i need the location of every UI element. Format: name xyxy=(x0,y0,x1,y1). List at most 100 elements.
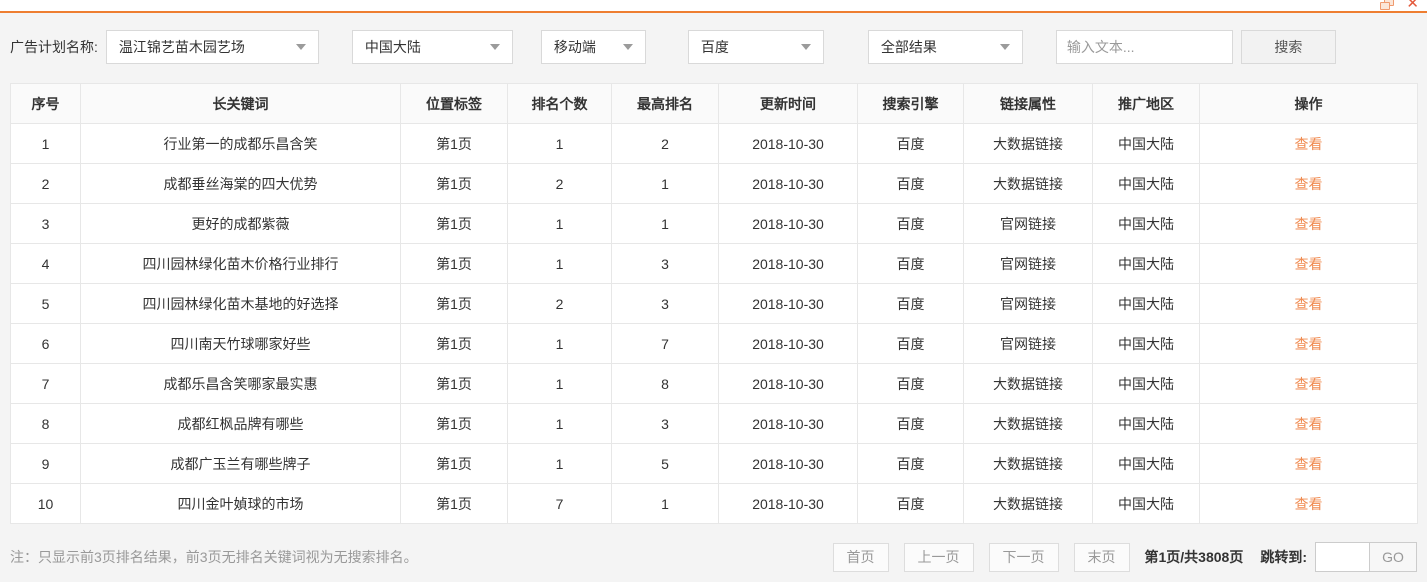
ranking-table-container: 序号 长关键词 位置标签 排名个数 最高排名 更新时间 搜索引擎 链接属性 推广地区 操作 1 行业… xyxy=(10,83,1418,524)
table-row: 2 成都垂丝海棠的四大优势 第1页 2 1 2018-10-30 百度 大数据链接 中国大陆 查看 xyxy=(10,163,1418,204)
cell-no: 4 xyxy=(10,243,81,284)
cell-no: 2 xyxy=(10,163,81,204)
cell-updated: 2018-10-30 xyxy=(718,283,858,324)
cell-position: 第1页 xyxy=(400,163,508,204)
column-header-0: 序号 xyxy=(10,83,81,124)
cell-keyword: 更好的成都紫薇 xyxy=(80,203,401,244)
view-link[interactable]: 查看 xyxy=(1294,495,1323,512)
column-header-8: 推广地区 xyxy=(1092,83,1200,124)
window-titlebar: ✕ xyxy=(0,0,1427,11)
accent-divider xyxy=(0,11,1427,13)
chevron-down-icon xyxy=(622,44,633,50)
device-select[interactable]: 移动端 xyxy=(540,30,646,64)
cell-position: 第1页 xyxy=(400,403,508,444)
cell-region: 中国大陆 xyxy=(1092,443,1200,484)
cell-rank_count: 1 xyxy=(507,323,612,364)
cell-keyword: 四川金叶媜球的市场 xyxy=(80,483,401,524)
engine-select[interactable]: 百度 xyxy=(687,30,824,64)
cell-no: 7 xyxy=(10,363,81,404)
cell-engine: 百度 xyxy=(857,243,964,284)
cell-no: 8 xyxy=(10,403,81,444)
cell-engine: 百度 xyxy=(857,203,964,244)
go-button[interactable]: GO xyxy=(1369,542,1417,572)
table-header-row: 序号 长关键词 位置标签 排名个数 最高排名 更新时间 搜索引擎 链接属性 推广地区 操作 xyxy=(10,83,1418,124)
table-row: 7 成都乐昌含笑哪家最实惠 第1页 1 8 2018-10-30 百度 大数据链接 中国大陆 查看 xyxy=(10,363,1418,404)
cell-link_type: 官网链接 xyxy=(963,323,1093,364)
cell-no: 5 xyxy=(10,283,81,324)
cell-region: 中国大陆 xyxy=(1092,483,1200,524)
next-page-button[interactable]: 下一页 xyxy=(988,542,1059,572)
cell-position: 第1页 xyxy=(400,123,508,164)
cell-link_type: 大数据链接 xyxy=(963,483,1093,524)
view-link[interactable]: 查看 xyxy=(1294,455,1323,472)
cell-engine: 百度 xyxy=(857,443,964,484)
column-header-2: 位置标签 xyxy=(400,83,508,124)
column-header-5: 更新时间 xyxy=(718,83,858,124)
first-page-button[interactable]: 首页 xyxy=(832,542,889,572)
chevron-down-icon xyxy=(800,44,811,50)
cell-keyword: 成都乐昌含笑哪家最实惠 xyxy=(80,363,401,404)
cell-engine: 百度 xyxy=(857,483,964,524)
cell-keyword: 成都垂丝海棠的四大优势 xyxy=(80,163,401,204)
cell-action: 查看 xyxy=(1199,483,1418,524)
footer-note: 注：只显示前3页排名结果，前3页无排名关键词视为无搜索排名。 xyxy=(10,549,418,565)
cell-keyword: 四川园林绿化苗木基地的好选择 xyxy=(80,283,401,324)
cell-updated: 2018-10-30 xyxy=(718,403,858,444)
cell-updated: 2018-10-30 xyxy=(718,323,858,364)
cell-updated: 2018-10-30 xyxy=(718,243,858,284)
view-link[interactable]: 查看 xyxy=(1294,415,1323,432)
column-header-4: 最高排名 xyxy=(611,83,719,124)
result-type-select[interactable]: 全部结果 xyxy=(867,30,1023,64)
view-link[interactable]: 查看 xyxy=(1294,255,1323,272)
chevron-down-icon xyxy=(295,44,306,50)
cell-region: 中国大陆 xyxy=(1092,243,1200,284)
cell-updated: 2018-10-30 xyxy=(718,443,858,484)
view-link[interactable]: 查看 xyxy=(1294,215,1323,232)
plan-name-select[interactable]: 温江锦艺苗木园艺场 xyxy=(105,30,319,64)
cell-keyword: 四川南天竹球哪家好些 xyxy=(80,323,401,364)
search-button[interactable]: 搜索 xyxy=(1240,30,1336,64)
cell-region: 中国大陆 xyxy=(1092,283,1200,324)
cell-no: 3 xyxy=(10,203,81,244)
column-header-6: 搜索引擎 xyxy=(857,83,964,124)
last-page-button[interactable]: 末页 xyxy=(1073,542,1130,572)
cell-region: 中国大陆 xyxy=(1092,323,1200,364)
table-row: 6 四川南天竹球哪家好些 第1页 1 7 2018-10-30 百度 官网链接 中国大陆 查看 xyxy=(10,323,1418,364)
cell-no: 9 xyxy=(10,443,81,484)
search-input[interactable] xyxy=(1055,30,1233,64)
jump-page-input[interactable] xyxy=(1315,542,1370,572)
cell-region: 中国大陆 xyxy=(1092,363,1200,404)
table-row: 1 行业第一的成都乐昌含笑 第1页 1 2 2018-10-30 百度 大数据链接 中国大陆 查看 xyxy=(10,123,1418,164)
prev-page-button[interactable]: 上一页 xyxy=(903,542,974,572)
cell-link_type: 大数据链接 xyxy=(963,123,1093,164)
table-row: 8 成都红枫品牌有哪些 第1页 1 3 2018-10-30 百度 大数据链接 中国大陆 查看 xyxy=(10,403,1418,444)
view-link[interactable]: 查看 xyxy=(1294,375,1323,392)
plan-name-label: 广告计划名称: xyxy=(10,39,98,55)
close-icon[interactable]: ✕ xyxy=(1406,0,1419,12)
cell-action: 查看 xyxy=(1199,363,1418,404)
cell-no: 6 xyxy=(10,323,81,364)
cell-link_type: 大数据链接 xyxy=(963,163,1093,204)
cell-link_type: 大数据链接 xyxy=(963,443,1093,484)
view-link[interactable]: 查看 xyxy=(1294,295,1323,312)
cell-top_rank: 5 xyxy=(611,443,719,484)
view-link[interactable]: 查看 xyxy=(1294,135,1323,152)
cell-rank_count: 1 xyxy=(507,403,612,444)
cell-region: 中国大陆 xyxy=(1092,203,1200,244)
cell-link_type: 大数据链接 xyxy=(963,403,1093,444)
restore-window-icon[interactable] xyxy=(1380,0,1395,10)
region-value: 中国大陆 xyxy=(364,39,421,55)
view-link[interactable]: 查看 xyxy=(1294,335,1323,352)
view-link[interactable]: 查看 xyxy=(1294,175,1323,192)
cell-top_rank: 2 xyxy=(611,123,719,164)
column-header-7: 链接属性 xyxy=(963,83,1093,124)
cell-action: 查看 xyxy=(1199,443,1418,484)
cell-rank_count: 1 xyxy=(507,363,612,404)
cell-action: 查看 xyxy=(1199,203,1418,244)
table-row: 5 四川园林绿化苗木基地的好选择 第1页 2 3 2018-10-30 百度 官网链接 中国大陆… xyxy=(10,283,1418,324)
cell-link_type: 官网链接 xyxy=(963,203,1093,244)
cell-engine: 百度 xyxy=(857,363,964,404)
cell-link_type: 大数据链接 xyxy=(963,363,1093,404)
column-header-9: 操作 xyxy=(1199,83,1418,124)
region-select[interactable]: 中国大陆 xyxy=(351,30,513,64)
